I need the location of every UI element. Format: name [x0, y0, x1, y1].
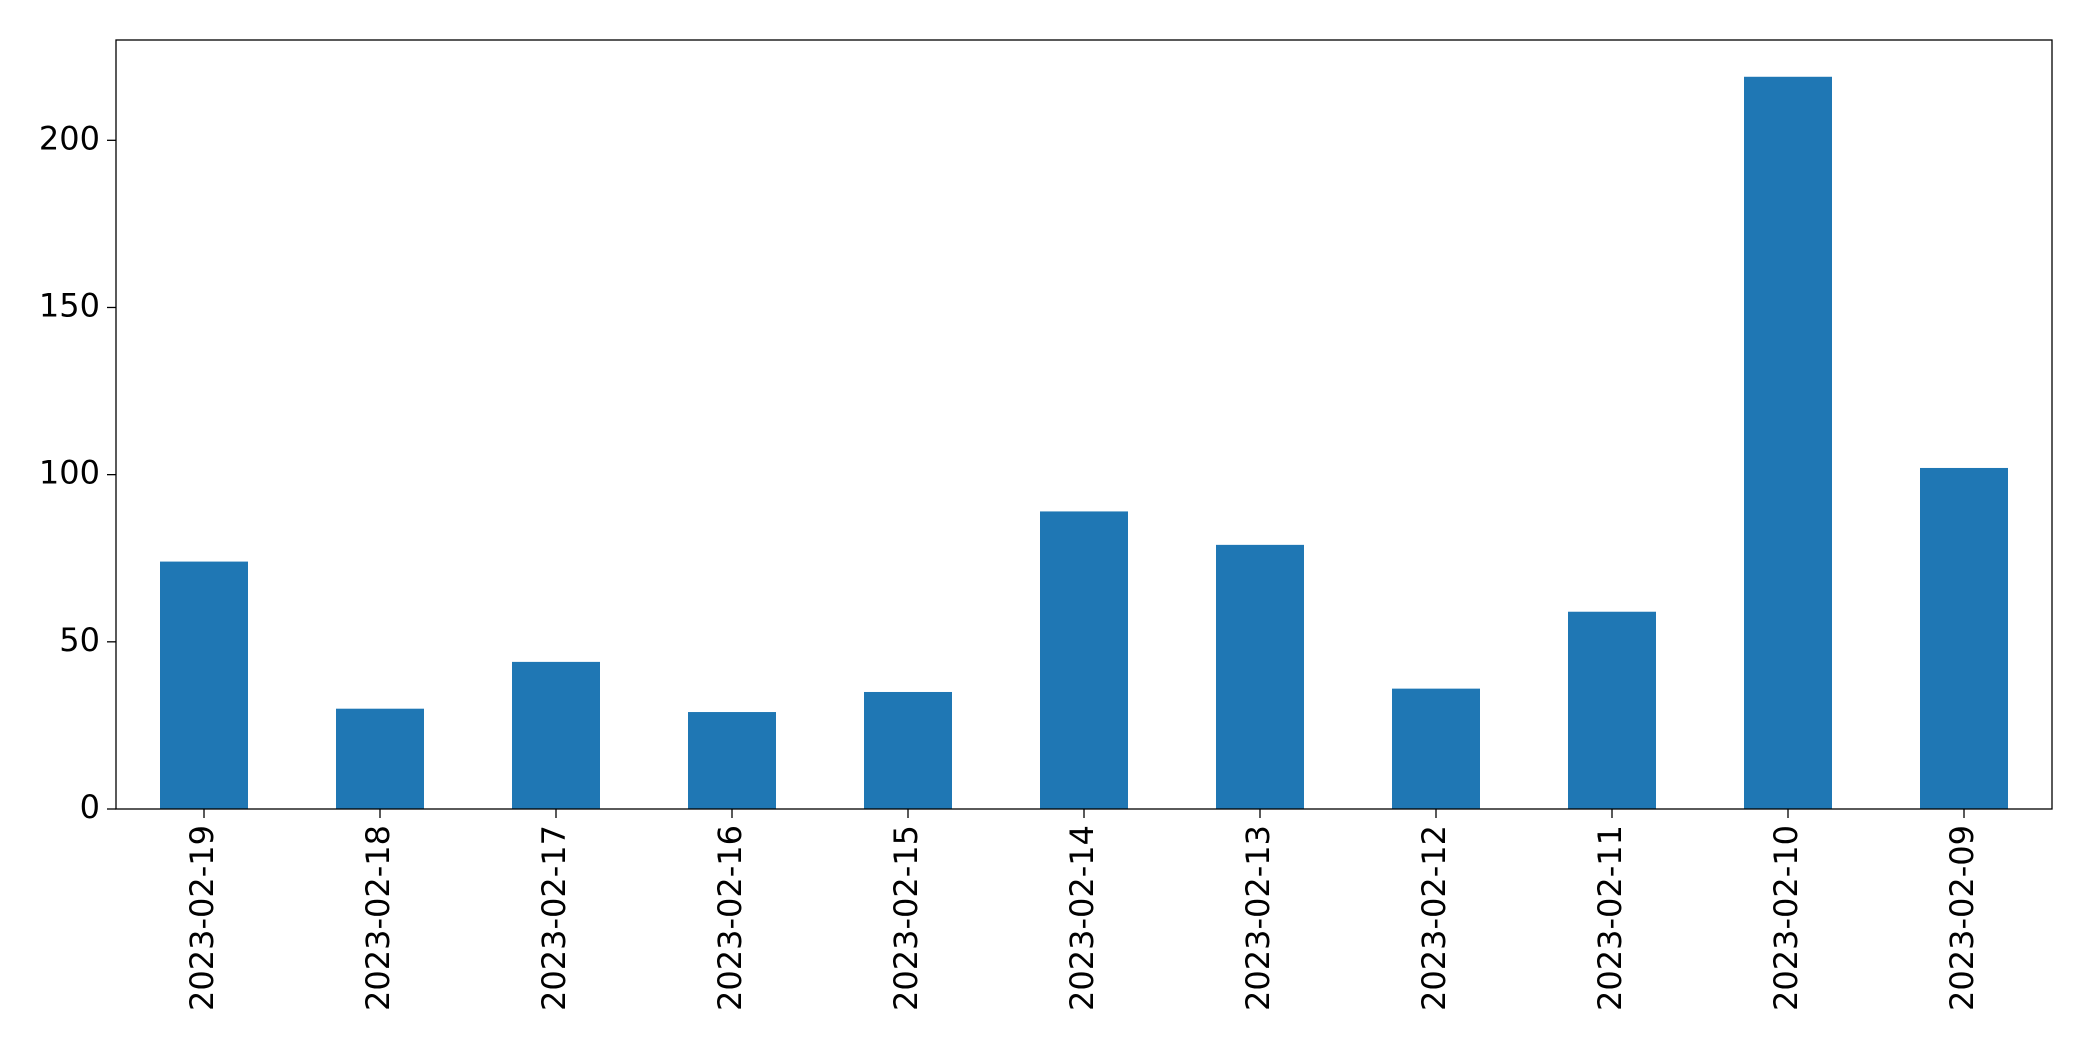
bar	[512, 661, 600, 809]
bar	[160, 561, 248, 809]
bar	[1392, 688, 1480, 809]
x-tick-label: 2023-02-14	[1063, 825, 1101, 1011]
plot-frame	[115, 39, 2053, 810]
y-tick-label: 200	[39, 119, 100, 157]
x-tick-label: 2023-02-15	[887, 825, 925, 1011]
y-tick-label: 100	[39, 454, 100, 492]
x-tick-label: 2023-02-11	[1591, 825, 1629, 1011]
x-tick-label: 2023-02-16	[711, 825, 749, 1011]
x-tick-label: 2023-02-09	[1943, 825, 1981, 1011]
y-tick-label: 150	[39, 286, 100, 324]
x-tick-label: 2023-02-10	[1767, 825, 1805, 1011]
bar	[336, 708, 424, 809]
bar	[864, 691, 952, 809]
x-tick-label: 2023-02-19	[183, 825, 221, 1011]
x-tick-label: 2023-02-12	[1415, 825, 1453, 1011]
bar	[1568, 611, 1656, 809]
x-tick-label: 2023-02-18	[359, 825, 397, 1011]
bar	[688, 712, 776, 809]
bar	[1216, 544, 1304, 809]
bar	[1744, 76, 1832, 809]
bar	[1920, 467, 2008, 809]
y-tick-label: 50	[59, 621, 100, 659]
y-tick-label: 0	[80, 788, 100, 826]
bar	[1040, 511, 1128, 809]
x-tick-label: 2023-02-17	[535, 825, 573, 1011]
x-tick-label: 2023-02-13	[1239, 825, 1277, 1011]
